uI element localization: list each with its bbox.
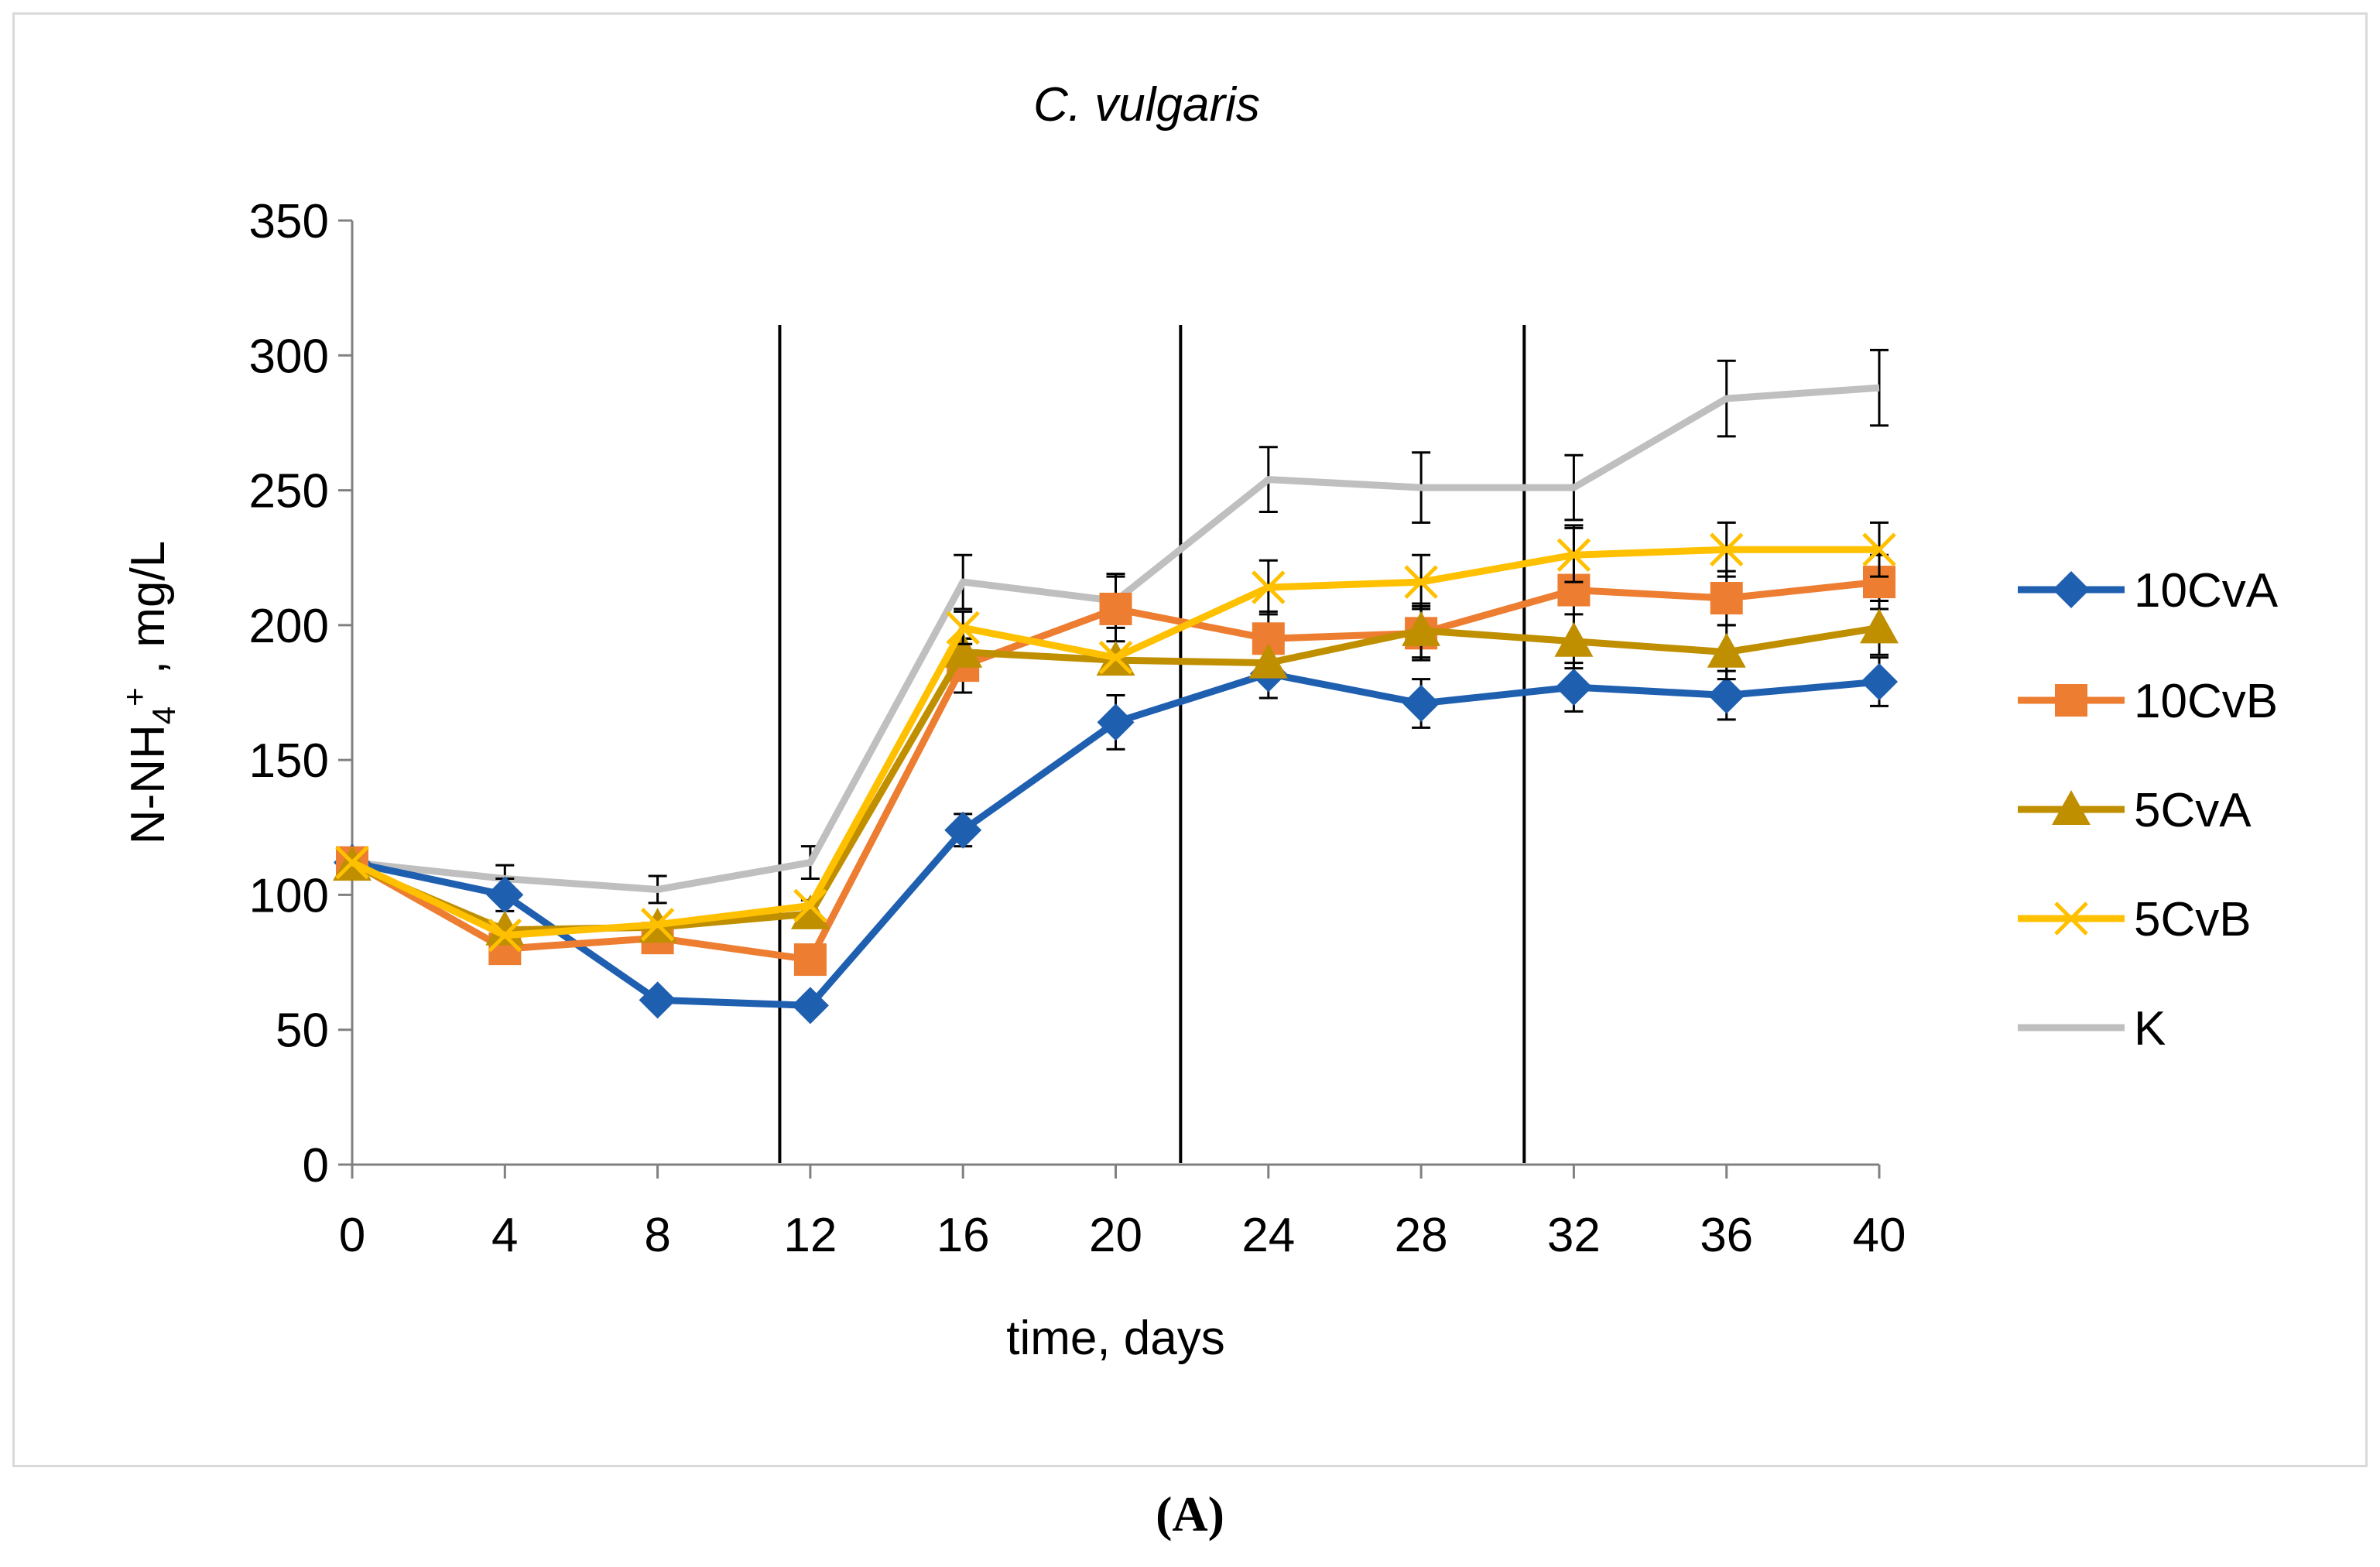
series-K: [351, 348, 1889, 905]
legend-item-5CvA: 5CvA: [2018, 784, 2252, 837]
data-point-5CvB: [1404, 565, 1438, 599]
legend-marker: [2054, 902, 2088, 936]
data-point-10CvA: [1555, 669, 1593, 707]
data-point-10CvA: [1861, 663, 1898, 701]
data-point-5CvB: [1556, 538, 1591, 572]
data-point-5CvA: [943, 632, 983, 668]
legend-label: 5CvA: [2134, 784, 2252, 837]
x-tick-label: 16: [937, 1209, 990, 1262]
y-tick-label: 150: [249, 734, 329, 788]
x-tick-label: 4: [491, 1209, 518, 1262]
x-tick-label: 28: [1395, 1209, 1448, 1262]
data-point-10CvA: [1097, 703, 1135, 741]
chart-title: C. vulgaris: [1033, 78, 1260, 132]
y-tick-label: 300: [249, 330, 329, 383]
legend-label: 5CvB: [2134, 893, 2252, 946]
data-point-5CvB: [946, 611, 980, 645]
data-point-10CvA: [791, 987, 829, 1025]
data-point-5CvB: [488, 918, 522, 953]
data-point-10CvA: [1402, 684, 1440, 722]
data-point-5CvB: [640, 908, 675, 942]
y-tick-label: 250: [249, 465, 329, 518]
chart-frame: C. vulgaris 0 50 100 150 200 250 300 350 0 4 8 12 16 2…: [12, 12, 2368, 1467]
x-tick-label: 8: [644, 1209, 670, 1262]
series-5CvB: [335, 521, 1896, 953]
x-tick-label: 24: [1241, 1209, 1295, 1262]
data-point-10CvB: [1710, 582, 1743, 614]
data-point-5CvA: [1554, 621, 1594, 657]
data-point-5CvA: [1402, 611, 1441, 646]
legend-label: K: [2134, 1002, 2166, 1056]
data-point-5CvB: [1098, 640, 1133, 675]
legend-item-5CvB: 5CvB: [2018, 893, 2252, 946]
x-tick-label: 20: [1089, 1209, 1142, 1262]
x-tick-label: 0: [339, 1209, 365, 1262]
y-tick-label: 350: [249, 195, 329, 248]
legend-marker: [2052, 790, 2091, 825]
data-point-10CvA: [1707, 676, 1745, 714]
y-tick-label: 0: [303, 1139, 329, 1192]
series-10CvB: [336, 524, 1895, 977]
legend-marker: [2053, 571, 2090, 608]
series-5CvA: [333, 599, 1899, 946]
data-point-5CvB: [1709, 532, 1744, 567]
data-point-5CvB: [1862, 532, 1896, 567]
x-axis-label: time, days: [1006, 1312, 1225, 1365]
legend-item-10CvA: 10CvA: [2018, 564, 2279, 618]
data-point-10CvA: [944, 811, 982, 849]
y-tick-label: 100: [249, 869, 329, 922]
x-tick-label: 32: [1547, 1209, 1601, 1262]
series-10CvA: [334, 648, 1898, 1025]
x-tick-label: 40: [1853, 1209, 1906, 1262]
data-point-10CvA: [486, 876, 524, 914]
data-point-5CvA: [790, 894, 830, 929]
legend-label: 10CvA: [2134, 564, 2279, 618]
data-point-10CvB: [1099, 592, 1132, 625]
data-point-10CvA: [639, 981, 676, 1019]
data-point-5CvB: [335, 845, 369, 880]
data-point-5CvA: [1707, 632, 1746, 668]
legend-item-K: K: [2018, 1002, 2166, 1056]
legend-label: 10CvB: [2134, 675, 2278, 728]
panel-label: (A): [1156, 1487, 1224, 1541]
x-tick-label: 12: [783, 1209, 837, 1262]
data-point-5CvB: [793, 888, 827, 923]
data-point-5CvB: [1252, 570, 1286, 604]
y-tick-label: 200: [249, 600, 329, 653]
data-point-5CvA: [1248, 643, 1288, 679]
data-point-5CvA: [1860, 608, 1899, 644]
line-chart: C. vulgaris 0 50 100 150 200 250 300 350 0 4 8 12 16 2…: [116, 78, 2279, 1365]
legend-item-10CvB: 10CvB: [2018, 675, 2278, 728]
x-tick-label: 36: [1700, 1209, 1753, 1262]
y-tick-label: 50: [276, 1004, 329, 1058]
data-point-10CvB: [793, 943, 827, 977]
legend-marker: [2055, 684, 2087, 717]
y-axis-label: N-NH4+ , mg/L: [116, 541, 182, 844]
